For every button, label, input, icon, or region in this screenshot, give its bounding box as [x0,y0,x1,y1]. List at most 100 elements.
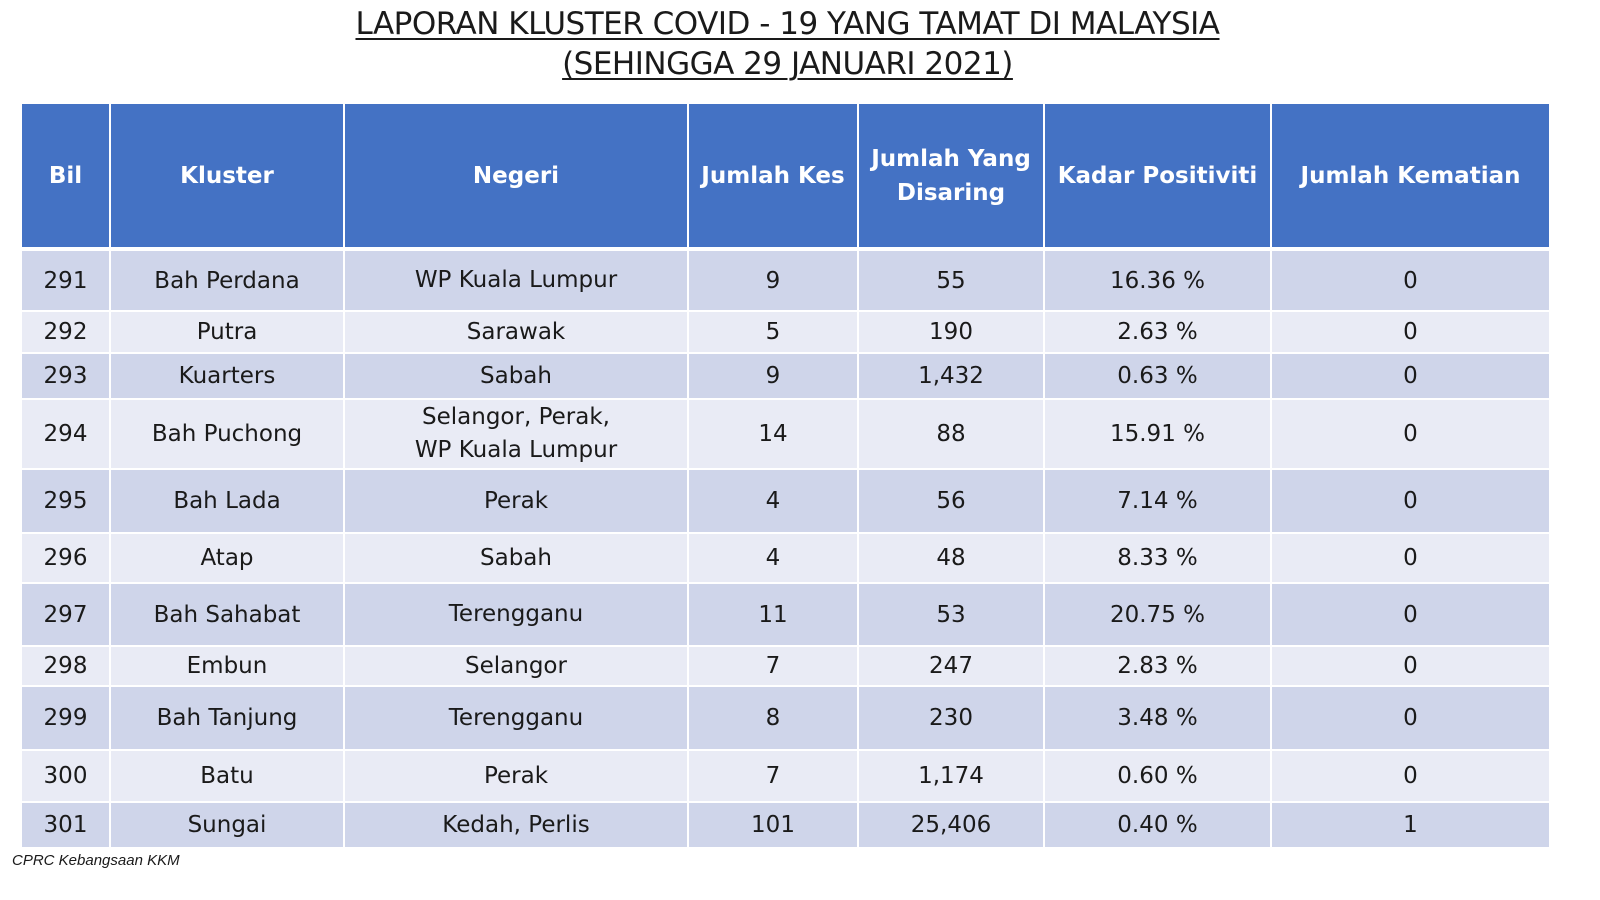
negeri-line-1: Perak [483,762,549,789]
cell-negeri: Perak [344,469,689,534]
cell-kadar-positiviti: 15.91 % [1044,399,1272,470]
negeri-line-1: Sarawak [466,318,566,345]
cell-bil: 298 [22,646,111,687]
cell-kluster: Embun [110,646,345,687]
source-footer: CPRC Kebangsaan KKM [12,852,180,869]
cell-kadar-positiviti: 16.36 % [1044,249,1272,312]
cell-jumlah-disaring: 247 [858,646,1045,687]
negeri-line-1: Terengganu [448,704,584,731]
negeri-line-1: WP Kuala Lumpur [414,267,618,293]
cell-bil: 299 [22,686,111,751]
cell-kluster: Bah Perdana [110,249,345,312]
cell-jumlah-disaring: 230 [858,686,1045,751]
table-row: 301 Sungai Kedah, Perlis 101 25,406 0.40 % 1 [22,802,1551,849]
cell-kluster: Putra [110,311,345,354]
cell-jumlah-disaring: 56 [858,469,1045,534]
cell-jumlah-kes: 8 [688,686,859,751]
cell-jumlah-kematian: 0 [1271,353,1551,400]
cell-bil: 296 [22,533,111,584]
title-line-1: LAPORAN KLUSTER COVID - 19 YANG TAMAT DI… [355,6,1220,42]
cell-negeri: Selangor, Perak, WP Kuala Lumpur [344,399,689,470]
table-body: 291 Bah Perdana WP Kuala Lumpur 9 55 16.36 % 0… [22,249,1551,849]
cell-jumlah-kes: 14 [688,399,859,470]
cell-jumlah-kes: 11 [688,583,859,647]
table-row: 297 Bah Sahabat Terengganu 11 53 20.75 % 0 [22,583,1551,647]
cell-kluster: Bah Lada [110,469,345,534]
cell-bil: 293 [22,353,111,400]
cell-negeri: Sabah [344,533,689,584]
cell-bil: 292 [22,311,111,354]
cell-jumlah-kes: 9 [688,249,859,312]
negeri-line-2: WP Kuala Lumpur [414,437,618,463]
cell-negeri: Perak [344,750,689,803]
cell-bil: 291 [22,249,111,312]
cell-negeri: Terengganu [344,583,689,647]
cell-jumlah-disaring: 1,174 [858,750,1045,803]
cell-jumlah-kes: 5 [688,311,859,354]
cell-jumlah-kematian: 0 [1271,583,1551,647]
cell-kluster: Sungai [110,802,345,849]
cell-jumlah-disaring: 48 [858,533,1045,584]
negeri-line-1: Perak [483,487,549,514]
table-row: 299 Bah Tanjung Terengganu 8 230 3.48 % 0 [22,686,1551,751]
header-jumlah-disaring-line2: Disaring [896,179,1006,206]
header-negeri: Negeri [344,104,689,251]
cell-jumlah-kematian: 0 [1271,249,1551,312]
cell-jumlah-kes: 4 [688,469,859,534]
title-line-2: (SEHINGGA 29 JANUARI 2021) [562,46,1013,82]
table-row: 295 Bah Lada Perak 4 56 7.14 % 0 [22,469,1551,534]
cell-kadar-positiviti: 2.83 % [1044,646,1272,687]
table-row: 292 Putra Sarawak 5 190 2.63 % 0 [22,311,1551,354]
cell-kluster: Bah Tanjung [110,686,345,751]
header-jumlah-disaring-line1: Jumlah Yang [871,145,1031,172]
cell-bil: 301 [22,802,111,849]
cell-bil: 294 [22,399,111,470]
negeri-line-1: Selangor, Perak, [422,404,610,430]
cluster-table: Bil Kluster Negeri Jumlah Kes Jumlah Yan… [22,104,1551,849]
negeri-line-1: Terengganu [448,601,584,627]
negeri-line-1: Sabah [480,544,552,571]
table-row: 291 Bah Perdana WP Kuala Lumpur 9 55 16.36 % 0 [22,249,1551,312]
cell-jumlah-kematian: 0 [1271,469,1551,534]
cell-jumlah-kes: 4 [688,533,859,584]
cell-jumlah-kematian: 0 [1271,686,1551,751]
cell-jumlah-kematian: 1 [1271,802,1551,849]
table-row: 293 Kuarters Sabah 9 1,432 0.63 % 0 [22,353,1551,400]
cell-jumlah-kematian: 0 [1271,311,1551,354]
cell-negeri: Terengganu [344,686,689,751]
header-kadar-positiviti: Kadar Positiviti [1044,104,1272,251]
cell-jumlah-kematian: 0 [1271,533,1551,584]
cell-kluster: Bah Sahabat [110,583,345,647]
cell-kluster: Batu [110,750,345,803]
table-row: 300 Batu Perak 7 1,174 0.60 % 0 [22,750,1551,803]
table-header-row: Bil Kluster Negeri Jumlah Kes Jumlah Yan… [22,104,1551,251]
cell-jumlah-kes: 7 [688,646,859,687]
cell-negeri: Sarawak [344,311,689,354]
cell-jumlah-kematian: 0 [1271,399,1551,470]
header-kluster: Kluster [110,104,345,251]
header-jumlah-disaring: Jumlah Yang Disaring [858,104,1045,251]
cell-jumlah-disaring: 53 [858,583,1045,647]
table-row: 294 Bah Puchong Selangor, Perak, WP Kuala L… [22,399,1551,470]
cell-negeri: Sabah [344,353,689,400]
cell-jumlah-disaring: 25,406 [858,802,1045,849]
header-jumlah-kes: Jumlah Kes [688,104,859,251]
cell-jumlah-disaring: 190 [858,311,1045,354]
negeri-line-1: Sabah [480,362,552,389]
cell-kadar-positiviti: 0.40 % [1044,802,1272,849]
cell-jumlah-disaring: 88 [858,399,1045,470]
cell-jumlah-kes: 7 [688,750,859,803]
cell-kadar-positiviti: 7.14 % [1044,469,1272,534]
cell-jumlah-kematian: 0 [1271,750,1551,803]
cell-kluster: Kuarters [110,353,345,400]
cell-negeri: Kedah, Perlis [344,802,689,849]
cell-bil: 300 [22,750,111,803]
cell-bil: 295 [22,469,111,534]
table-row: 298 Embun Selangor 7 247 2.83 % 0 [22,646,1551,687]
cell-kluster: Atap [110,533,345,584]
negeri-line-1: Selangor [465,652,567,679]
cell-kadar-positiviti: 2.63 % [1044,311,1272,354]
cell-kadar-positiviti: 20.75 % [1044,583,1272,647]
cell-kadar-positiviti: 0.63 % [1044,353,1272,400]
cell-negeri: WP Kuala Lumpur [344,249,689,312]
